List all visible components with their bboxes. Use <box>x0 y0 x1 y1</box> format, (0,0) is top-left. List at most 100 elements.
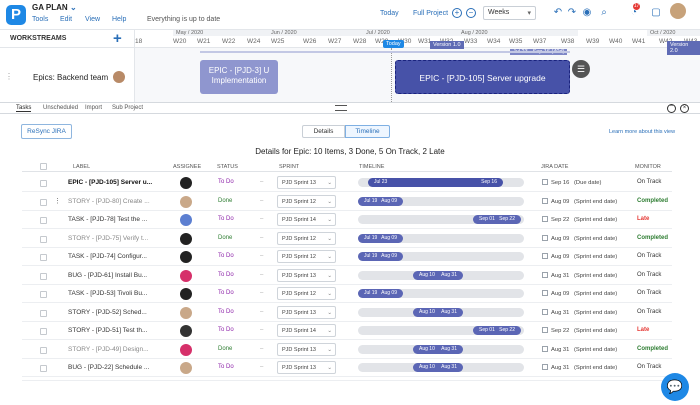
row-label[interactable]: STORY - [PJD-49] Design... <box>68 345 149 353</box>
timeline-bar[interactable]: Aug 10 Aug 31 <box>413 344 463 354</box>
calendar-icon[interactable] <box>542 253 548 259</box>
select-all-checkbox[interactable] <box>40 163 47 170</box>
redo-icon[interactable]: ↷ <box>567 7 577 18</box>
timeline-toggle[interactable]: Timeline <box>345 125 390 138</box>
tab-unscheduled[interactable]: Unscheduled <box>43 105 79 111</box>
row-label[interactable]: BUG - [PJD-22] Schedule ... <box>68 364 150 371</box>
menu-edit[interactable]: Edit <box>60 16 73 23</box>
row-checkbox[interactable] <box>40 272 47 280</box>
timeline-bar[interactable]: Jul 23 Sep 16 <box>368 178 503 187</box>
calendar-icon[interactable] <box>542 197 548 204</box>
chat-bubble-icon[interactable]: ▢ <box>651 7 661 18</box>
sprint-select[interactable]: PJD Sprint 13 ⌄ <box>277 361 336 374</box>
row-checkbox[interactable] <box>40 328 47 335</box>
learn-more-link[interactable]: Learn more about this view <box>609 129 676 135</box>
sprint-select[interactable]: PJD Sprint 13 ⌄ <box>277 342 336 356</box>
table-row[interactable]: TASK - [PJD-74] Configur... To Do – PJD Spr… <box>22 248 672 266</box>
bell-icon[interactable]: ◔ <box>630 7 638 18</box>
chevron-down-icon[interactable]: ⌄ <box>69 3 77 12</box>
menu-view[interactable]: View <box>85 16 101 23</box>
today-button[interactable]: Today <box>380 10 399 17</box>
undo-icon[interactable]: ↶ <box>553 7 563 18</box>
table-row[interactable]: TASK - [PJD-53] Tivoli Bu... To Do – PJD Sp… <box>22 285 672 303</box>
sprint-select[interactable]: PJD Sprint 12 ⌄ <box>277 250 336 263</box>
sprint-select[interactable]: PJD Sprint 13 ⌄ <box>277 268 336 282</box>
row-menu-icon[interactable]: ⋮ <box>54 197 61 205</box>
row-status[interactable]: To Do <box>218 216 234 222</box>
row-checkbox[interactable] <box>40 217 47 224</box>
sprint-select[interactable]: PJD Sprint 12 ⌄ <box>277 287 336 300</box>
menu-tools[interactable]: Tools <box>32 16 49 23</box>
resize-handle[interactable] <box>335 105 347 111</box>
row-status[interactable]: Done <box>218 197 233 204</box>
sprint-select[interactable]: PJD Sprint 14 ⌄ <box>277 324 336 337</box>
row-status[interactable]: To Do <box>218 290 234 296</box>
calendar-icon[interactable] <box>542 327 548 333</box>
calendar-icon[interactable] <box>542 234 548 241</box>
row-label[interactable]: STORY - [PJD-75] Verify t... <box>68 234 149 242</box>
table-row[interactable]: BUG - [PJD-22] Schedule ... To Do – PJD Spr… <box>22 359 672 377</box>
table-row[interactable]: STORY - [PJD-49] Design... Done – PJD Sprin… <box>22 341 672 359</box>
row-label[interactable]: TASK - [PJD-53] Tivoli Bu... <box>68 290 148 297</box>
row-status[interactable]: To Do <box>218 364 234 370</box>
app-logo[interactable]: P <box>6 5 26 25</box>
row-checkbox[interactable] <box>40 365 47 372</box>
table-row[interactable]: ⋮ STORY - [PJD-80] Create ... Done – PJD Spr… <box>22 193 672 211</box>
version-marker[interactable]: Version 1.0 <box>430 41 464 49</box>
calendar-icon[interactable] <box>542 271 548 278</box>
scale-select[interactable]: Weeks ▾ <box>483 6 536 20</box>
calendar-icon[interactable] <box>542 308 548 315</box>
calendar-icon[interactable] <box>542 290 548 296</box>
timeline-bar[interactable]: Jul 19 Aug 09 <box>358 252 403 261</box>
row-status[interactable]: To Do <box>218 253 234 259</box>
drag-handle-icon[interactable]: ⋮ <box>5 72 13 81</box>
table-row[interactable]: STORY - [PJD-51] Test th... To Do – PJD Spr… <box>22 322 672 340</box>
epic-bar-implementation[interactable]: EPIC - [PJD-3] U Implementation <box>200 60 278 94</box>
add-workstream-button[interactable]: + <box>113 30 122 47</box>
timeline-bar[interactable]: Jul 19 Aug 09 <box>358 289 403 298</box>
row-status[interactable]: To Do <box>218 308 234 315</box>
timeline-bar[interactable]: Aug 10 Aug 31 <box>413 270 463 280</box>
sprint-select[interactable]: PJD Sprint 14 ⌄ <box>277 213 336 226</box>
zoom-out-button[interactable]: − <box>466 8 476 18</box>
timeline-bar[interactable]: Jul 19 Aug 09 <box>358 196 403 206</box>
calendar-icon[interactable] <box>542 345 548 352</box>
table-row[interactable]: STORY - [PJD-52] Sched... To Do – PJD Sprin… <box>22 304 672 322</box>
table-row[interactable]: EPIC - [PJD-105] Server u... To Do – PJD Sp… <box>22 174 672 192</box>
menu-help[interactable]: Help <box>112 16 127 23</box>
row-checkbox[interactable] <box>40 309 47 317</box>
row-checkbox[interactable] <box>40 235 47 243</box>
row-checkbox[interactable] <box>40 346 47 354</box>
timeline-bar[interactable]: Sep 01 Sep 22 <box>473 215 521 224</box>
row-checkbox[interactable] <box>40 291 47 298</box>
row-checkbox[interactable] <box>40 254 47 261</box>
close-icon[interactable]: × <box>680 104 689 113</box>
row-status[interactable]: Done <box>218 234 233 241</box>
tab-tasks[interactable]: Tasks <box>16 105 32 112</box>
row-checkbox[interactable] <box>40 198 47 206</box>
tab-import[interactable]: Import <box>85 105 103 111</box>
timeline-bar[interactable]: Sep 01 Sep 22 <box>473 326 521 335</box>
chat-support-icon[interactable]: 💬 <box>661 373 689 401</box>
table-row[interactable]: STORY - [PJD-75] Verify t... Done – PJD Spr… <box>22 230 672 248</box>
project-name[interactable]: GA PLAN ⌄ <box>32 3 77 12</box>
row-status[interactable]: Done <box>218 345 233 352</box>
row-label[interactable]: TASK - [PJD-78] Test the ... <box>68 216 148 223</box>
calendar-icon[interactable] <box>542 216 548 222</box>
resync-jira-button[interactable]: ReSync JIRA <box>21 124 72 139</box>
sprint-select[interactable]: PJD Sprint 13 ⌄ <box>277 176 336 189</box>
epic-bar-server-upgrade[interactable]: EPIC - [PJD-105] Server upgrade <box>395 60 570 94</box>
sprint-select[interactable]: PJD Sprint 12 ⌄ <box>277 231 336 245</box>
full-project-button[interactable]: Full Project <box>413 10 449 17</box>
collapse-icon[interactable]: ⌃ <box>667 104 676 113</box>
row-status[interactable]: To Do <box>218 271 234 278</box>
search-icon[interactable]: ⌕ <box>601 7 607 18</box>
table-row[interactable]: TASK - [PJD-78] Test the ... To Do – PJD Sp… <box>22 211 672 229</box>
row-label[interactable]: STORY - [PJD-52] Sched... <box>68 308 147 316</box>
timeline-bar[interactable]: Aug 10 Aug 31 <box>413 307 463 317</box>
sprint-select[interactable]: PJD Sprint 13 ⌄ <box>277 305 336 319</box>
row-status[interactable]: To Do <box>218 327 234 333</box>
row-label[interactable]: EPIC - [PJD-105] Server u... <box>68 179 153 186</box>
zoom-in-button[interactable]: + <box>452 8 462 18</box>
tab-sub-project[interactable]: Sub Project <box>112 105 144 111</box>
